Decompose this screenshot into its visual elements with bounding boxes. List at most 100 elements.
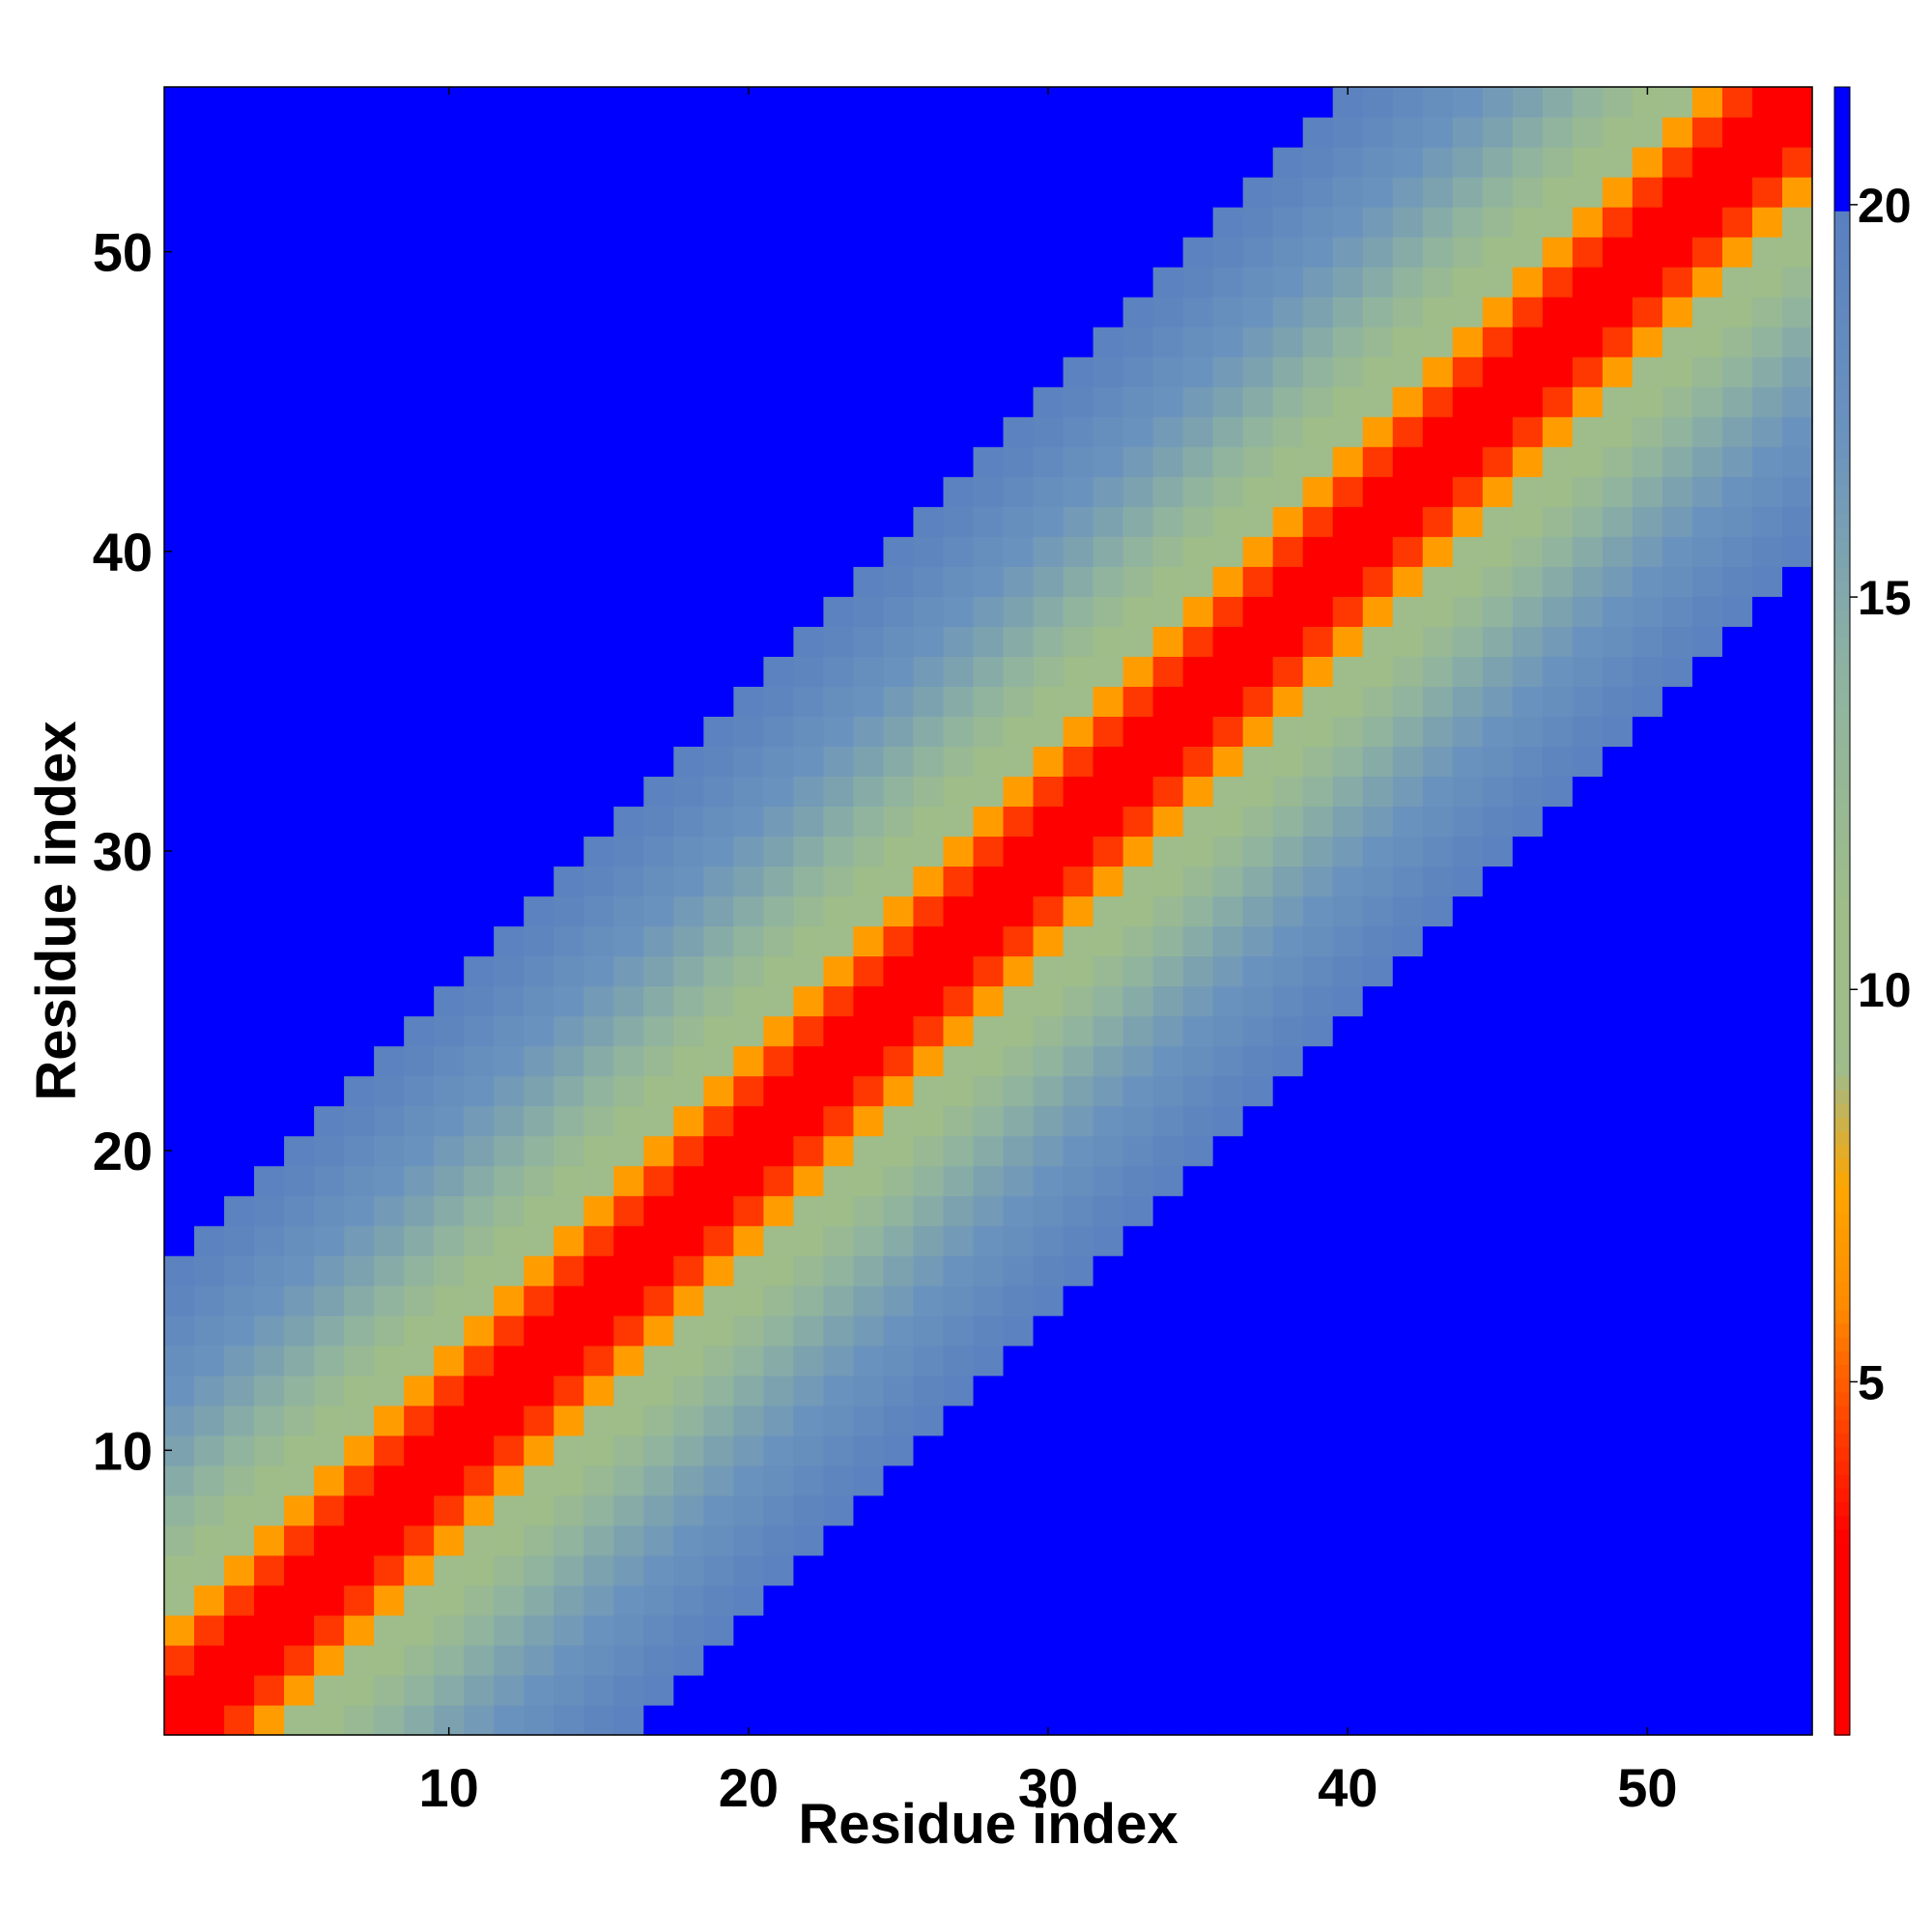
heatmap-cell (1452, 1195, 1484, 1227)
heatmap-cell (1063, 746, 1094, 778)
heatmap-cell (1512, 1584, 1544, 1616)
heatmap-cell (554, 147, 584, 178)
plot-frame (163, 86, 1813, 1736)
heatmap-cell (194, 267, 225, 298)
heatmap-cell (224, 297, 255, 327)
heatmap-cell (733, 1105, 764, 1137)
heatmap-cell (1003, 1075, 1035, 1107)
heatmap-cell (164, 1345, 195, 1377)
heatmap-cell (1751, 177, 1783, 208)
heatmap-cell (1392, 237, 1424, 268)
heatmap-cell (1512, 237, 1544, 268)
heatmap-cell (1242, 267, 1274, 298)
heatmap-cell (344, 1584, 375, 1616)
heatmap-cell (673, 1494, 704, 1526)
heatmap-cell (224, 596, 255, 627)
heatmap-cell (494, 446, 525, 477)
heatmap-cell (613, 1375, 644, 1406)
heatmap-cell (583, 147, 614, 178)
heatmap-cell (1302, 1195, 1334, 1227)
heatmap-cell (1452, 1255, 1484, 1287)
heatmap-cell (1662, 207, 1693, 238)
heatmap-cell (1721, 1405, 1753, 1436)
heatmap-cell (1542, 746, 1574, 778)
heatmap-cell (823, 327, 855, 357)
heatmap-cell (793, 267, 824, 298)
heatmap-cell (494, 836, 525, 867)
heatmap-cell (823, 297, 855, 327)
heatmap-cell (524, 207, 554, 238)
heatmap-cell (1242, 1225, 1274, 1257)
heatmap-cell (853, 686, 885, 717)
heatmap-cell (1512, 1075, 1544, 1107)
heatmap-cell (1662, 1255, 1693, 1287)
heatmap-cell (1093, 626, 1124, 657)
heatmap-cell (524, 1315, 554, 1347)
heatmap-cell (1302, 1315, 1334, 1347)
heatmap-cell (1122, 1435, 1154, 1466)
heatmap-cell (1751, 207, 1783, 238)
heatmap-cell (284, 1105, 315, 1137)
heatmap-cell (254, 746, 285, 778)
colorbar-segment (1834, 1254, 1850, 1269)
heatmap-cell (1452, 776, 1484, 808)
heatmap-cell (763, 1015, 794, 1047)
heatmap-cell (1212, 506, 1244, 537)
heatmap-cell (823, 1015, 855, 1047)
heatmap-cell (1033, 836, 1065, 867)
heatmap-cell (913, 117, 945, 148)
heatmap-cell (374, 866, 405, 897)
heatmap-cell (1272, 147, 1304, 178)
heatmap-cell (224, 746, 255, 778)
heatmap-cell (1781, 177, 1813, 208)
heatmap-cell (1332, 1225, 1364, 1257)
heatmap-cell (913, 1345, 945, 1377)
heatmap-cell (763, 267, 794, 298)
heatmap-cell (224, 87, 255, 118)
heatmap-cell (434, 746, 465, 778)
heatmap-cell (464, 1524, 495, 1556)
heatmap-cell (1452, 1015, 1484, 1047)
heatmap-cell (613, 1195, 644, 1227)
heatmap-cell (643, 985, 674, 1017)
heatmap-cell (763, 1075, 794, 1107)
heatmap-cell (254, 1524, 285, 1556)
heatmap-cell (1602, 746, 1634, 778)
heatmap-cell (973, 1225, 1005, 1257)
heatmap-cell (913, 536, 945, 567)
heatmap-cell (284, 117, 315, 148)
heatmap-cell (1182, 117, 1214, 148)
heatmap-cell (1662, 746, 1693, 778)
heatmap-cell (733, 1614, 764, 1646)
heatmap-cell (913, 1704, 945, 1736)
colorbar-segment (1834, 664, 1850, 679)
heatmap-cell (1063, 1375, 1094, 1406)
heatmap-cell (1332, 1405, 1364, 1436)
heatmap-cell (1182, 686, 1214, 717)
heatmap-cell (1751, 925, 1783, 957)
heatmap-cell (1272, 1674, 1304, 1706)
heatmap-cell (1572, 1195, 1604, 1227)
heatmap-cell (823, 985, 855, 1017)
heatmap-cell (1392, 686, 1424, 717)
heatmap-cell (853, 836, 885, 867)
heatmap-cell (1003, 1045, 1035, 1077)
heatmap-cell (1422, 327, 1454, 357)
heatmap-cell (1392, 356, 1424, 387)
heatmap-cell (464, 806, 495, 838)
heatmap-cell (1691, 776, 1723, 808)
heatmap-cell (643, 1704, 674, 1736)
heatmap-cell (314, 1494, 345, 1526)
heatmap-cell (703, 1285, 734, 1317)
heatmap-cell (1691, 716, 1723, 747)
heatmap-cell (1093, 237, 1124, 268)
heatmap-cell (733, 1015, 764, 1047)
heatmap-cell (883, 626, 915, 657)
heatmap-cell (374, 836, 405, 867)
heatmap-cell (643, 1345, 674, 1377)
heatmap-cell (1452, 686, 1484, 717)
heatmap-cell (434, 985, 465, 1017)
heatmap-cell (1182, 566, 1214, 597)
heatmap-cell (1691, 147, 1723, 178)
heatmap-cell (1632, 1524, 1663, 1556)
